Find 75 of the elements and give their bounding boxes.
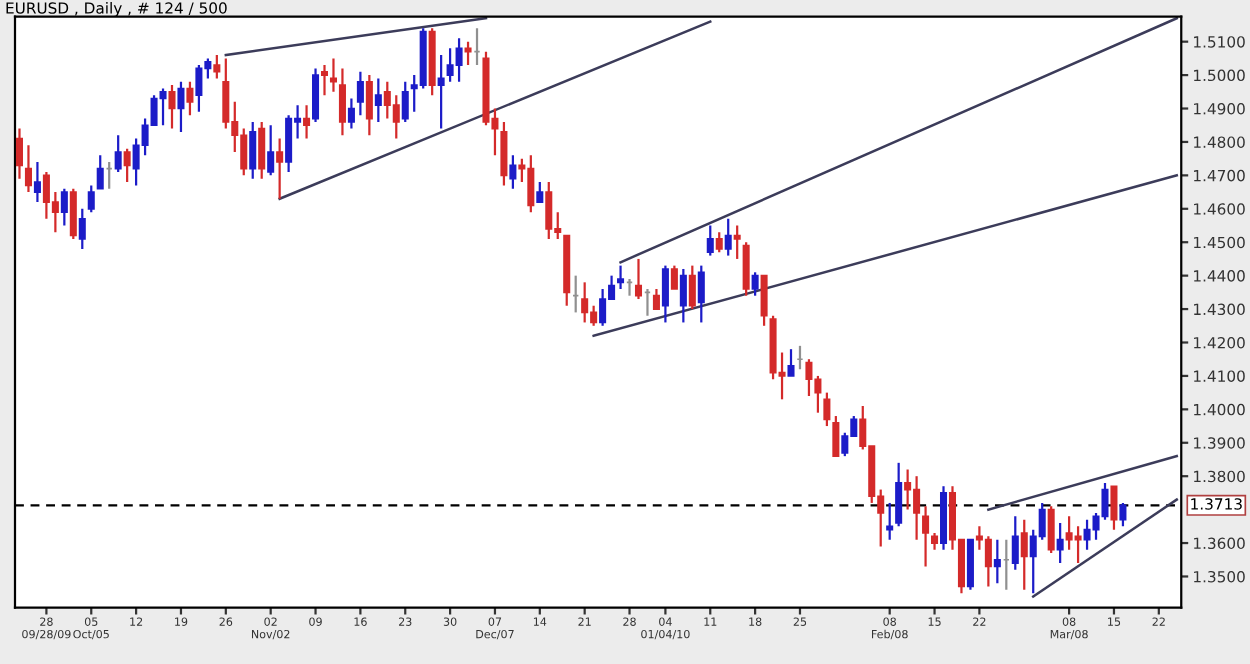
- candlestick: [69, 187, 77, 240]
- candlestick: [697, 264, 705, 324]
- candlestick: [805, 358, 813, 398]
- candlestick: [356, 70, 364, 117]
- candlestick: [437, 53, 445, 130]
- candlestick: [500, 120, 508, 187]
- candlestick: [760, 274, 768, 327]
- candlestick: [338, 67, 346, 137]
- candlestick: [15, 127, 24, 180]
- candlestick: [599, 287, 607, 327]
- candlestick: [715, 231, 723, 254]
- candlestick: [922, 505, 930, 568]
- candlestick: [222, 57, 230, 130]
- candlestick: [823, 391, 831, 428]
- candlestick: [1011, 515, 1019, 571]
- candlestick: [634, 257, 643, 301]
- candlestick: [78, 207, 86, 251]
- candlestick: [87, 184, 95, 214]
- candlestick: [159, 87, 167, 127]
- candlestick: [1110, 485, 1118, 531]
- candlestick: [285, 114, 293, 174]
- candlestick: [455, 37, 463, 83]
- candlestick: [276, 137, 284, 200]
- candlestick: [267, 124, 275, 177]
- candlestick: [733, 224, 741, 261]
- candlestick: [670, 264, 678, 291]
- candlestick: [392, 94, 400, 140]
- candlestick: [895, 461, 903, 528]
- candlestick: [186, 80, 194, 117]
- candlestick: [347, 97, 355, 130]
- candlestick: [195, 63, 203, 113]
- candlestick: [652, 287, 660, 311]
- candlestick: [661, 264, 669, 324]
- candlestick: [33, 160, 41, 204]
- candlestick: [114, 134, 122, 174]
- candlestick: [24, 144, 32, 194]
- candlestick: [581, 281, 589, 324]
- candlestick: [303, 104, 311, 140]
- candlestick: [886, 501, 894, 541]
- candlestick: [545, 180, 553, 240]
- candlestick: [751, 271, 759, 297]
- candlestick: [374, 77, 382, 123]
- candlestick: [168, 84, 176, 130]
- candlestick: [249, 120, 257, 180]
- candlestick: [213, 53, 221, 80]
- candlestick: [904, 468, 912, 511]
- candlestick: [365, 73, 373, 137]
- candlestick: [123, 147, 131, 184]
- candlestick: [993, 538, 1001, 585]
- candlestick: [787, 348, 795, 378]
- candlestick: [984, 535, 992, 588]
- candlestick: [1119, 501, 1127, 528]
- candlestick: [320, 63, 329, 97]
- candlestick: [706, 224, 714, 257]
- candlestick: [966, 538, 974, 591]
- candlestick: [312, 67, 320, 123]
- candlestick: [401, 80, 409, 123]
- candlestick: [536, 180, 544, 204]
- candlestick: [1074, 525, 1082, 565]
- candlestick: [832, 414, 840, 458]
- candlestick: [617, 264, 625, 291]
- candlestick: [60, 187, 68, 227]
- candlestick: [509, 154, 517, 190]
- candlestick: [1056, 521, 1064, 565]
- candlestick: [742, 241, 750, 297]
- candlestick: [1020, 518, 1028, 591]
- candlestick: [329, 57, 338, 93]
- candlestick: [258, 120, 266, 180]
- candlestick: [679, 267, 687, 324]
- candlestick: [96, 154, 104, 190]
- candlestick: [1047, 505, 1055, 555]
- candlestick: [688, 264, 696, 311]
- candlestick: [724, 217, 732, 257]
- candlestick: [177, 80, 185, 134]
- candlestick: [464, 40, 472, 67]
